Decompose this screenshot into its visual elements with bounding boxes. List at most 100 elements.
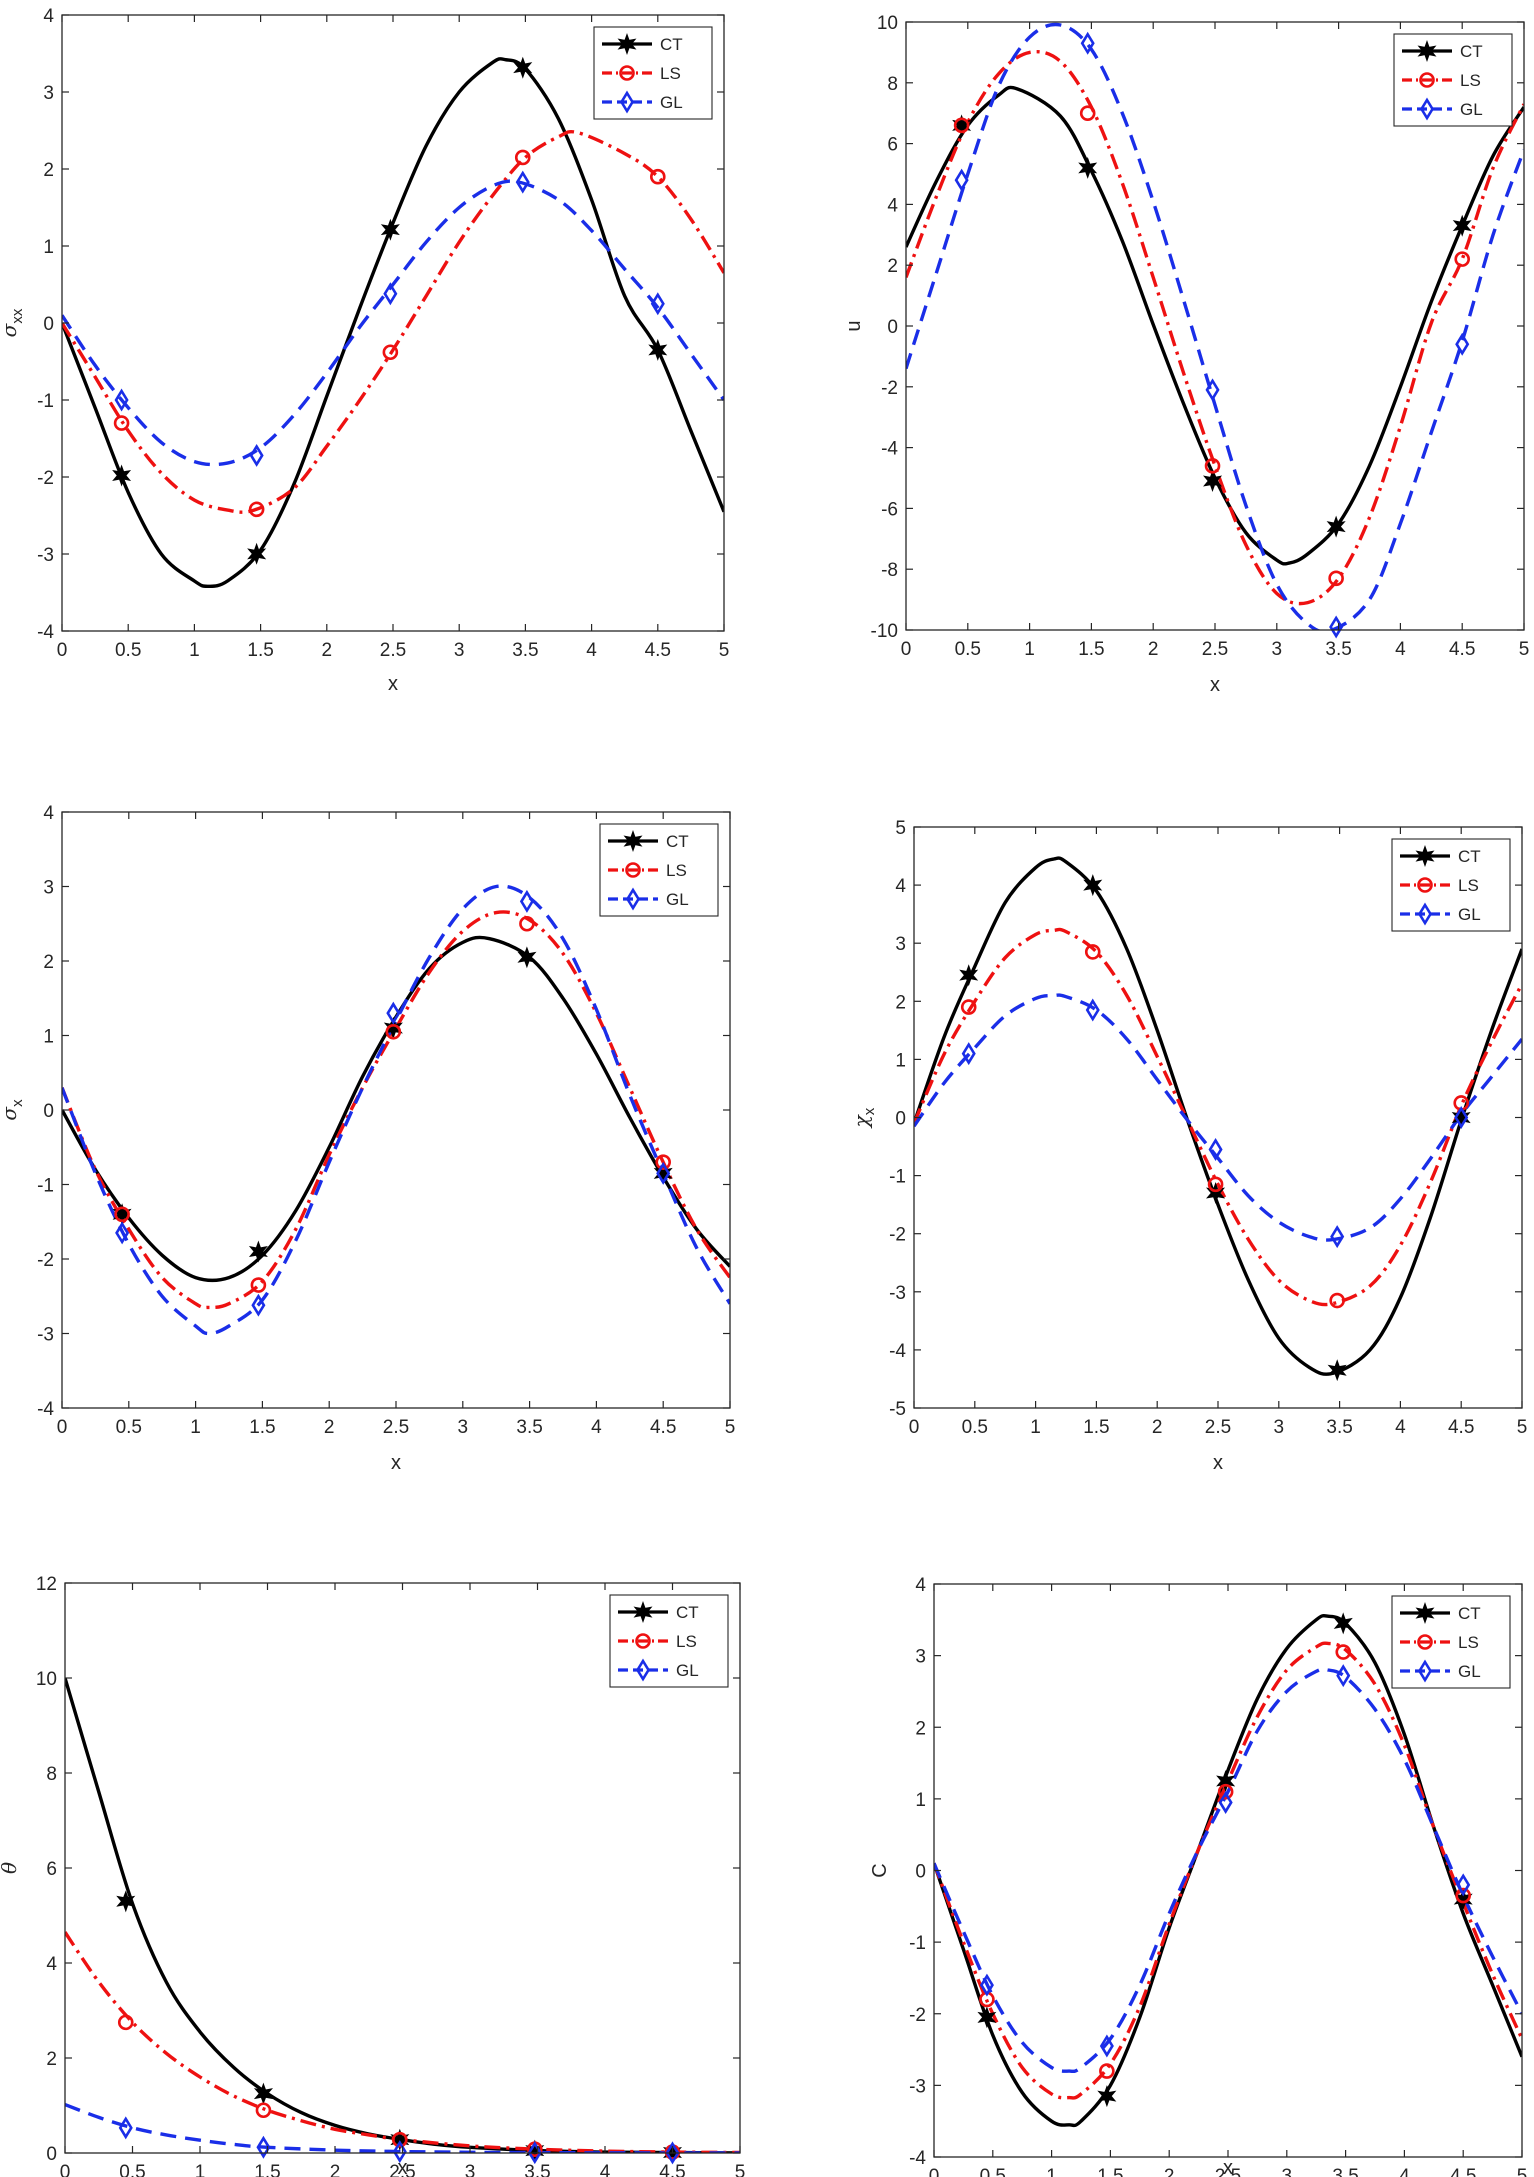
y-tick-label: 2	[46, 2049, 57, 2070]
x-tick-label: 3	[458, 1417, 469, 1438]
marker-LS-3	[519, 915, 535, 932]
legend: CT LS GL	[599, 823, 719, 917]
marker-LS-0	[113, 415, 130, 431]
marker-CT-3	[1333, 1612, 1353, 1635]
x-tick-label: 3	[1282, 2166, 1293, 2177]
marker-LS-2	[385, 1023, 402, 1040]
x-tick-label: 3.5	[516, 1417, 542, 1438]
legend-marker-GL	[1417, 1659, 1433, 1683]
x-tick-label: 5	[735, 2162, 746, 2177]
marker-GL-3	[1336, 1664, 1351, 1688]
series-line-LS	[914, 927, 1522, 1307]
marker-CT-3	[513, 56, 533, 79]
marker-GL-4	[650, 292, 665, 316]
x-tick-label: 3	[454, 640, 465, 661]
legend-label-GL: GL	[660, 93, 683, 112]
x-tick-label: 1	[195, 2162, 206, 2177]
y-tick-label: 5	[895, 818, 906, 839]
y-axis-label: u	[843, 320, 865, 331]
marker-GL-2	[392, 2140, 407, 2164]
y-tick-label: 4	[915, 1575, 926, 1596]
x-tick-label: 0.5	[962, 1417, 988, 1438]
y-tick-label: -3	[909, 2076, 926, 2097]
legend-label-LS: LS	[1458, 876, 1479, 895]
marker-GL-4	[665, 2141, 680, 2165]
legend-label-GL: GL	[666, 890, 689, 909]
legend-marker-LS	[625, 862, 641, 878]
x-tick-label: 0	[57, 1417, 68, 1438]
legend-marker-LS	[635, 1633, 651, 1649]
marker-LS-4	[655, 1154, 672, 1170]
x-tick-label: 3.5	[524, 2162, 550, 2177]
marker-CT-1	[1097, 2085, 1117, 2108]
marker-CT-2	[1205, 1182, 1226, 1204]
x-tick-label: 4.5	[1450, 2166, 1476, 2177]
legend-label-GL: GL	[676, 1661, 699, 1680]
x-tick-label: 3.5	[1332, 2166, 1358, 2177]
y-tick-label: 0	[43, 314, 54, 335]
x-tick-label: 4	[1395, 1417, 1406, 1438]
legend-label-LS: LS	[660, 64, 681, 83]
x-tick-label: 0	[909, 1417, 920, 1438]
marker-CT-1	[1083, 874, 1103, 897]
x-tick-label: 2	[1164, 2166, 1175, 2177]
marker-GL-3	[527, 2141, 542, 2165]
y-tick-label: 4	[43, 803, 54, 824]
marker-LS-0	[960, 999, 977, 1015]
marker-LS-1	[1099, 2063, 1115, 2079]
legend-label-LS: LS	[666, 861, 687, 880]
x-tick-label: 1	[190, 1417, 201, 1438]
marker-GL-2	[1208, 1137, 1223, 1161]
marker-group	[112, 56, 668, 565]
y-tick-label: 10	[877, 13, 898, 34]
legend-marker-CT	[1415, 845, 1435, 867]
legend-label-LS: LS	[676, 1632, 697, 1651]
marker-group	[112, 889, 673, 1317]
x-tick-label: 0	[60, 2162, 71, 2177]
y-tick-label: 10	[36, 1669, 57, 1690]
y-tick-label: -4	[889, 1341, 906, 1362]
legend-box	[1391, 838, 1511, 932]
legend-marker-GL	[635, 1658, 651, 1682]
y-tick-label: 4	[46, 1954, 57, 1975]
series-line-GL	[934, 1667, 1522, 2074]
x-tick-label: 4.5	[650, 1417, 676, 1438]
y-tick-label: 1	[43, 1027, 54, 1048]
x-tick-label: 2.5	[1202, 639, 1228, 660]
y-tick-label: -10	[871, 621, 898, 642]
marker-GL-4	[1455, 332, 1470, 356]
marker-group	[977, 1612, 1473, 2108]
marker-CT-1	[248, 1240, 268, 1263]
series-line-GL	[62, 179, 724, 467]
marker-CT-0	[959, 964, 979, 987]
legend-marker-GL	[625, 887, 641, 911]
x-tick-label: 5	[719, 640, 730, 661]
x-tick-label: 5	[1517, 2166, 1528, 2177]
x-axis-label: x	[1213, 1452, 1223, 1474]
panel-theta: 0 0.5 1 1.5 2 2.5 3 3.5 4 4.5 5 12 10 8 6 4 2 0 x θ CT LS GL	[0, 1574, 745, 2177]
x-axis-label: x	[391, 1452, 401, 1474]
legend-box	[599, 823, 719, 917]
marker-CT-4	[1452, 214, 1472, 237]
x-axis-label: x	[388, 673, 398, 695]
y-tick-label: 3	[43, 83, 54, 104]
y-tick-label: 3	[915, 1647, 926, 1668]
y-tick-label: -2	[909, 2005, 926, 2026]
y-tick-label: 1	[43, 237, 54, 258]
x-tick-label: 4	[591, 1417, 602, 1438]
x-tick-label: 4.5	[1448, 1417, 1474, 1438]
legend-label-GL: GL	[1460, 100, 1483, 119]
y-axis-label: σxx	[0, 308, 26, 337]
marker-CT-0	[977, 2006, 997, 2029]
y-tick-label: -8	[881, 560, 898, 581]
marker-group	[959, 874, 1471, 1382]
marker-GL-1	[1099, 2034, 1114, 2058]
marker-LS-2	[1217, 1783, 1234, 1800]
y-tick-label: 3	[895, 934, 906, 955]
y-tick-label: 4	[887, 195, 898, 216]
marker-CT-3	[1327, 1359, 1347, 1382]
y-tick-label: 4	[43, 6, 54, 27]
y-tick-label: -1	[37, 391, 54, 412]
x-tick-label: 2	[330, 2162, 341, 2177]
legend-marker-LS	[1417, 1634, 1433, 1650]
